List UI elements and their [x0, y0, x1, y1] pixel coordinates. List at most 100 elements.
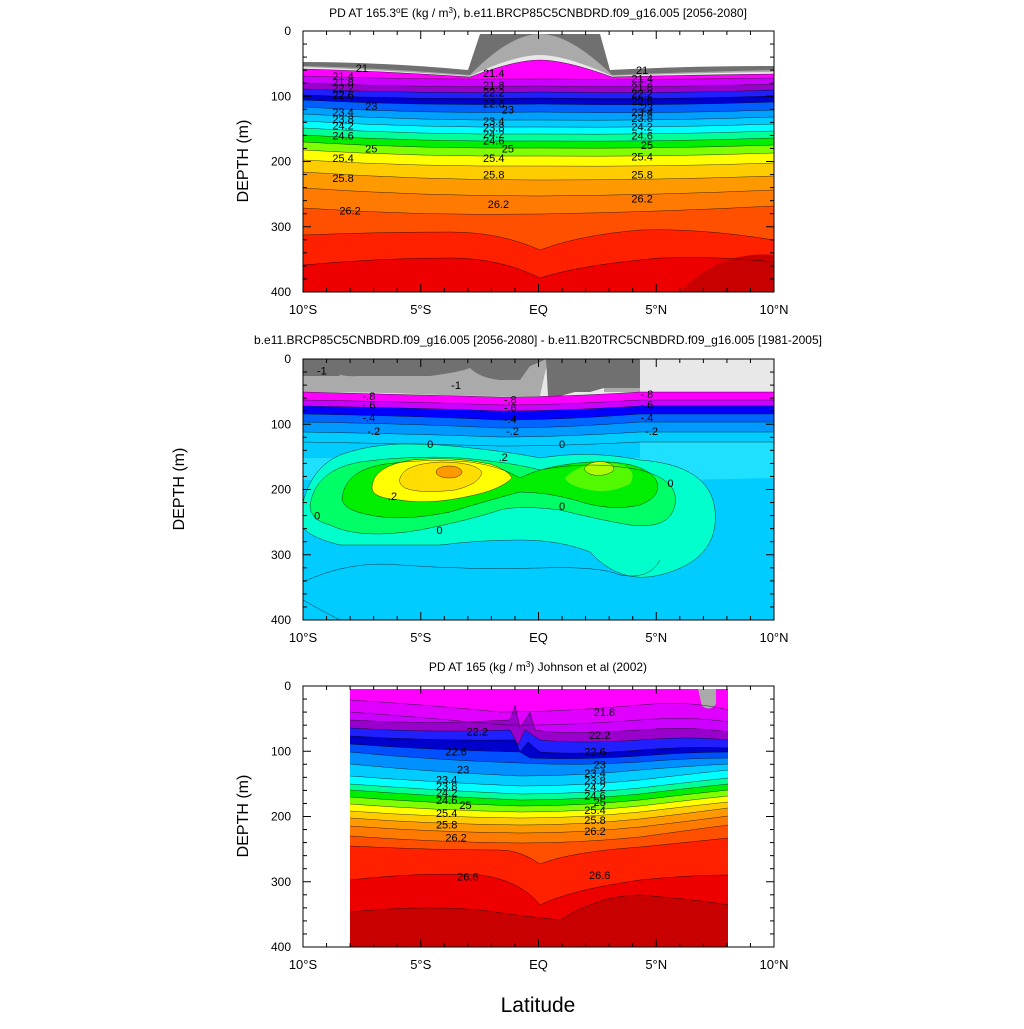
contour-label: 25.8 [332, 173, 353, 185]
panel-middle-axes: 10°S 5°S EQ 5°N 10°N 0 100 200 300 400 [271, 352, 789, 645]
x-tick-label: 5°N [645, 302, 667, 317]
contour-label: 23.8 [584, 776, 605, 788]
contour-label: 21.4 [332, 71, 353, 83]
contour-label: 24.6 [631, 130, 652, 142]
panel-middle-ylabel: DEPTH (m) [171, 448, 188, 531]
x-tick-label: 5°S [410, 302, 431, 317]
contour-label: 24.6 [483, 136, 504, 148]
contour-label: 25 [459, 800, 471, 812]
panel-middle-title: b.e11.BRCP85C5CNBDRD.f09_g16.005 [2056-2… [254, 333, 822, 347]
y-tick-label: 300 [271, 220, 291, 234]
y-tick-label: 400 [271, 285, 291, 299]
contour-label: 25.4 [584, 805, 605, 817]
y-tick-label: 200 [271, 483, 291, 497]
contour-label: 22.6 [483, 98, 504, 110]
contour-label: -.4 [363, 413, 376, 425]
y-tick-label: 0 [284, 679, 291, 693]
x-tick-label: EQ [529, 630, 548, 645]
contour-label: 23.4 [631, 107, 652, 119]
contour-label: -1 [317, 366, 327, 378]
contour-label: 26.2 [488, 199, 509, 211]
panel-middle: b.e11.BRCP85C5CNBDRD.f09_g16.005 [2056-2… [171, 333, 822, 645]
contour-label: 24.2 [631, 121, 652, 133]
contour-label: 21.8 [631, 82, 652, 94]
contour-label: -.6 [504, 402, 517, 414]
x-tick-label: 10°S [289, 957, 318, 972]
contour-label: 25 [594, 797, 606, 809]
x-tick-label: EQ [529, 302, 548, 317]
contour-label: -.8 [363, 391, 376, 403]
contour-label: 24.2 [584, 782, 605, 794]
contour-label: 25.8 [584, 815, 605, 827]
y-tick-label: 100 [271, 417, 291, 431]
panel-bottom-axes: 10°S 5°S EQ 5°N 10°N 0 100 200 300 400 [271, 679, 789, 972]
contour-label: 0 [559, 439, 565, 451]
x-tick-label: 10°N [759, 630, 788, 645]
contour-label: 25.8 [436, 819, 457, 831]
panel-bottom: PD AT 165 (kg / m3) Johnson et al (2002) [235, 660, 789, 973]
y-tick-label: 300 [271, 875, 291, 889]
contour-label: 23 [365, 101, 377, 113]
x-tick-label: 5°S [410, 957, 431, 972]
panel-bottom-contour-labels: 21.822.2 22.222.6 22.623 2323.423.824.224.6… [436, 707, 615, 883]
y-tick-label: 100 [271, 744, 291, 758]
y-tick-label: 0 [284, 352, 291, 366]
contour-label: 25.8 [483, 170, 504, 182]
contour-label: 0 [314, 511, 320, 523]
y-tick-label: 0 [284, 24, 291, 38]
contour-label: -.8 [504, 394, 517, 406]
contour-label: 23.8 [436, 781, 457, 793]
contour-label: 22.2 [467, 727, 488, 739]
contour-label: 22.2 [631, 89, 652, 101]
x-tick-label: EQ [529, 957, 548, 972]
panel-top: PD AT 165.3oE (kg / m3), b.e11.BRCP85C5C… [235, 6, 789, 318]
x-tick-label: 5°N [645, 630, 667, 645]
contour-label: 21 [636, 65, 648, 77]
contour-label: 21.8 [483, 80, 504, 92]
contour-label: 23 [457, 765, 469, 777]
x-tick-label: 10°S [289, 302, 318, 317]
contour-label: 22.6 [332, 90, 353, 102]
contour-label: -.2 [645, 426, 658, 438]
contour-label: 26.2 [584, 826, 605, 838]
contour-label: 21.8 [332, 77, 353, 89]
contour-label: .2 [499, 452, 508, 464]
contour-label: 22.2 [589, 730, 610, 742]
panel-bottom-field: 21.822.2 22.222.6 22.623 2323.423.824.224.6… [303, 686, 774, 947]
contour-label: 26.6 [457, 872, 478, 884]
contour-label: 0 [427, 439, 433, 451]
contour-label: 21.4 [483, 68, 504, 80]
contour-label: 26.2 [445, 832, 466, 844]
contour-label: 23.4 [332, 107, 353, 119]
contour-label: 24.6 [436, 795, 457, 807]
contour-label: 0 [437, 525, 443, 537]
contour-label: 22.2 [483, 87, 504, 99]
contour-label: 25.8 [631, 170, 652, 182]
contour-label: -.2 [506, 426, 519, 438]
contour-label: 23.4 [584, 768, 605, 780]
contour-label: 23.8 [483, 123, 504, 135]
x-tick-label: 10°N [759, 302, 788, 317]
contour-label: 26.2 [339, 205, 360, 217]
contour-label: 23 [502, 104, 514, 116]
contour-label: -.4 [504, 414, 517, 426]
contour-label: 25.4 [631, 151, 652, 163]
panel-top-ylabel: DEPTH (m) [235, 120, 252, 203]
panel-top-axes: 10°S 5°S EQ 5°N 10°N 0 100 200 300 400 [271, 24, 789, 317]
contour-label: .2 [388, 491, 397, 503]
panel-bottom-ylabel: DEPTH (m) [235, 775, 252, 858]
contour-label: 25.4 [332, 153, 353, 165]
panel-bottom-title: PD AT 165 (kg / m3) Johnson et al (2002) [429, 660, 647, 675]
contour-label: 23 [641, 102, 653, 114]
contour-label: 25 [365, 143, 377, 155]
contour-label: 24.2 [436, 787, 457, 799]
contour-label: 0 [667, 478, 673, 490]
contour-label: -.6 [363, 400, 376, 412]
y-tick-label: 200 [271, 810, 291, 824]
contour-label: 23.8 [332, 114, 353, 126]
contour-label: 0 [559, 501, 565, 513]
contour-label: -.4 [640, 413, 653, 425]
y-tick-label: 200 [271, 155, 291, 169]
